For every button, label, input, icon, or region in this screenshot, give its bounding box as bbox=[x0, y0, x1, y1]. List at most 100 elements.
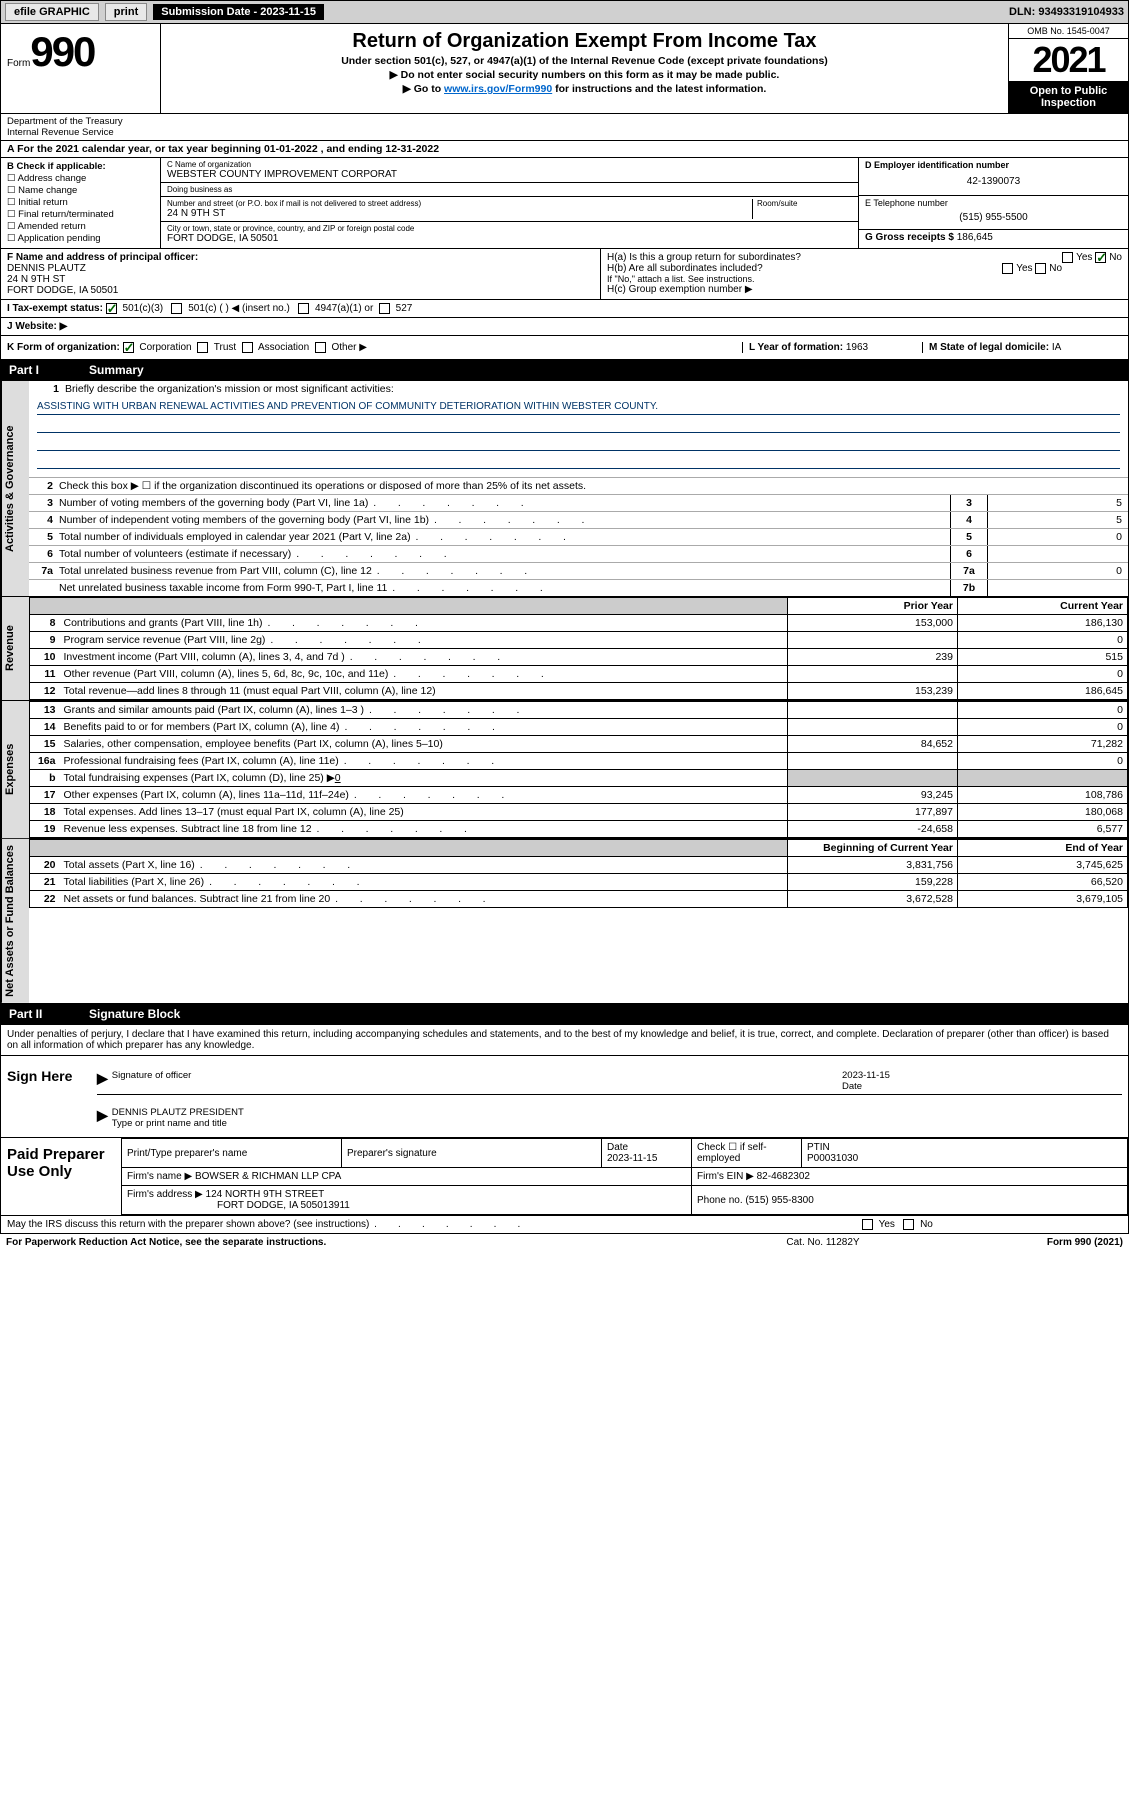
form-ref: Form 990 (2021) bbox=[923, 1237, 1123, 1248]
ha-no[interactable] bbox=[1095, 252, 1106, 263]
dba-label: Doing business as bbox=[167, 185, 852, 194]
officer-name-line: ▶ DENNIS PLAUTZ PRESIDENT Type or print … bbox=[97, 1097, 1122, 1131]
l11-py bbox=[788, 666, 958, 683]
dln-label: DLN: 93493319104933 bbox=[1009, 6, 1124, 18]
line-7b-val bbox=[988, 580, 1128, 596]
chk-trust[interactable] bbox=[197, 342, 208, 353]
line-18: 18Total expenses. Add lines 13–17 (must … bbox=[30, 804, 1128, 821]
ein-cell: D Employer identification number 42-1390… bbox=[859, 158, 1128, 196]
form-subtitle-2: ▶ Do not enter social security numbers o… bbox=[169, 69, 1000, 81]
goto-prefix: ▶ Go to bbox=[403, 83, 444, 95]
line-3-val: 5 bbox=[988, 495, 1128, 511]
sig-officer-label: Signature of officer bbox=[112, 1070, 842, 1092]
org-form-row: K Form of organization: Corporation Trus… bbox=[0, 336, 1129, 360]
pra-notice: For Paperwork Reduction Act Notice, see … bbox=[6, 1237, 723, 1248]
chk-address-change[interactable]: ☐ Address change bbox=[7, 173, 154, 184]
org-name-label: C Name of organization bbox=[167, 160, 852, 169]
dba-cell: Doing business as bbox=[161, 183, 858, 197]
chk-527[interactable] bbox=[379, 303, 390, 314]
sig-name-label: Type or print name and title bbox=[112, 1118, 227, 1129]
discuss-yes[interactable] bbox=[862, 1219, 873, 1230]
l21-text: Total liabilities (Part X, line 26) bbox=[60, 874, 788, 891]
tax-period-row: A For the 2021 calendar year, or tax yea… bbox=[0, 141, 1129, 158]
chk-4947[interactable] bbox=[298, 303, 309, 314]
ha-yes[interactable] bbox=[1062, 252, 1073, 263]
firm-name: BOWSER & RICHMAN LLP CPA bbox=[195, 1171, 341, 1182]
line-7a-val: 0 bbox=[988, 563, 1128, 579]
part-ii-header: Part II Signature Block bbox=[0, 1004, 1129, 1025]
website-label: J Website: ▶ bbox=[7, 321, 67, 332]
gross-label: G Gross receipts $ bbox=[865, 232, 957, 243]
officer-street: 24 N 9TH ST bbox=[7, 274, 594, 285]
chk-corp[interactable] bbox=[123, 342, 134, 353]
l10-py: 239 bbox=[788, 649, 958, 666]
line-11: 11Other revenue (Part VIII, column (A), … bbox=[30, 666, 1128, 683]
hb-no[interactable] bbox=[1035, 263, 1046, 274]
efile-topbar: efile GRAPHIC print Submission Date - 20… bbox=[0, 0, 1129, 24]
chk-initial-return[interactable]: ☐ Initial return bbox=[7, 197, 154, 208]
print-button[interactable]: print bbox=[105, 3, 147, 21]
hc-label: H(c) Group exemption number ▶ bbox=[607, 284, 1122, 295]
entity-block: B Check if applicable: ☐ Address change … bbox=[0, 158, 1129, 249]
ha-label: H(a) Is this a group return for subordin… bbox=[607, 252, 801, 263]
l15-cy: 71,282 bbox=[958, 736, 1128, 753]
opt-501c3: 501(c)(3) bbox=[123, 303, 164, 314]
mission-blank-3 bbox=[37, 455, 1120, 469]
expenses-section: Expenses 13Grants and similar amounts pa… bbox=[0, 701, 1129, 839]
yes-lbl2: Yes bbox=[1016, 263, 1032, 274]
sign-here-block: Sign Here ▶ Signature of officer 2023-11… bbox=[0, 1056, 1129, 1138]
line-5: 5Total number of individuals employed in… bbox=[29, 528, 1128, 545]
line-4: 4Number of independent voting members of… bbox=[29, 511, 1128, 528]
line-5-val: 0 bbox=[988, 529, 1128, 545]
chk-assoc[interactable] bbox=[242, 342, 253, 353]
open-to-public: Open to Public Inspection bbox=[1009, 81, 1128, 113]
phone-value: (515) 955-5500 bbox=[865, 208, 1122, 227]
l11-cy: 0 bbox=[958, 666, 1128, 683]
l19-text: Revenue less expenses. Subtract line 18 … bbox=[60, 821, 788, 838]
line-1: 1Briefly describe the organization's mis… bbox=[29, 381, 1128, 397]
line-17: 17Other expenses (Part IX, column (A), l… bbox=[30, 787, 1128, 804]
l22-text: Net assets or fund balances. Subtract li… bbox=[60, 891, 788, 908]
l16a-py bbox=[788, 753, 958, 770]
website-row: J Website: ▶ bbox=[0, 318, 1129, 336]
chk-501c[interactable] bbox=[171, 303, 182, 314]
discuss-no[interactable] bbox=[903, 1219, 914, 1230]
opt-assoc: Association bbox=[258, 342, 309, 353]
hb-yes[interactable] bbox=[1002, 263, 1013, 274]
chk-final-return[interactable]: ☐ Final return/terminated bbox=[7, 209, 154, 220]
dept-treasury: Department of the Treasury bbox=[7, 116, 167, 127]
ptin-label: PTIN bbox=[807, 1142, 830, 1153]
net-assets-section: Net Assets or Fund Balances Beginning of… bbox=[0, 839, 1129, 1004]
period-begin: 01-01-2022 bbox=[264, 143, 318, 155]
block-m: M State of legal domicile: IA bbox=[922, 342, 1122, 353]
form-number-block: Form990 bbox=[1, 24, 161, 113]
l21-beg: 159,228 bbox=[788, 874, 958, 891]
block-f: F Name and address of principal officer:… bbox=[1, 249, 601, 299]
officer-signature-line: ▶ Signature of officer 2023-11-15Date bbox=[97, 1060, 1122, 1095]
l19-py: -24,658 bbox=[788, 821, 958, 838]
vtab-governance: Activities & Governance bbox=[1, 381, 29, 596]
col-end-year: End of Year bbox=[958, 840, 1128, 857]
chk-name-change[interactable]: ☐ Name change bbox=[7, 185, 154, 196]
l8-py: 153,000 bbox=[788, 615, 958, 632]
city-label: City or town, state or province, country… bbox=[167, 224, 852, 233]
form-year-block: OMB No. 1545-0047 2021 Open to Public In… bbox=[1008, 24, 1128, 113]
prep-name-label: Print/Type preparer's name bbox=[122, 1139, 342, 1168]
chk-app-pending[interactable]: ☐ Application pending bbox=[7, 233, 154, 244]
block-c: C Name of organization WEBSTER COUNTY IM… bbox=[161, 158, 858, 248]
yes-lbl: Yes bbox=[1076, 252, 1092, 263]
chk-amended[interactable]: ☐ Amended return bbox=[7, 221, 154, 232]
block-b-header: B Check if applicable: bbox=[7, 161, 154, 172]
l13-cy: 0 bbox=[958, 702, 1128, 719]
l22-end: 3,679,105 bbox=[958, 891, 1128, 908]
signature-declaration: Under penalties of perjury, I declare th… bbox=[0, 1025, 1129, 1056]
year-formation: 1963 bbox=[846, 342, 868, 353]
page-footer: For Paperwork Reduction Act Notice, see … bbox=[0, 1234, 1129, 1251]
irs-link[interactable]: www.irs.gov/Form990 bbox=[444, 83, 552, 95]
l8-cy: 186,130 bbox=[958, 615, 1128, 632]
l16a-text: Professional fundraising fees (Part IX, … bbox=[60, 753, 788, 770]
officer-label: F Name and address of principal officer: bbox=[7, 252, 594, 263]
col-begin-year: Beginning of Current Year bbox=[788, 840, 958, 857]
chk-501c3[interactable] bbox=[106, 303, 117, 314]
chk-other[interactable] bbox=[315, 342, 326, 353]
